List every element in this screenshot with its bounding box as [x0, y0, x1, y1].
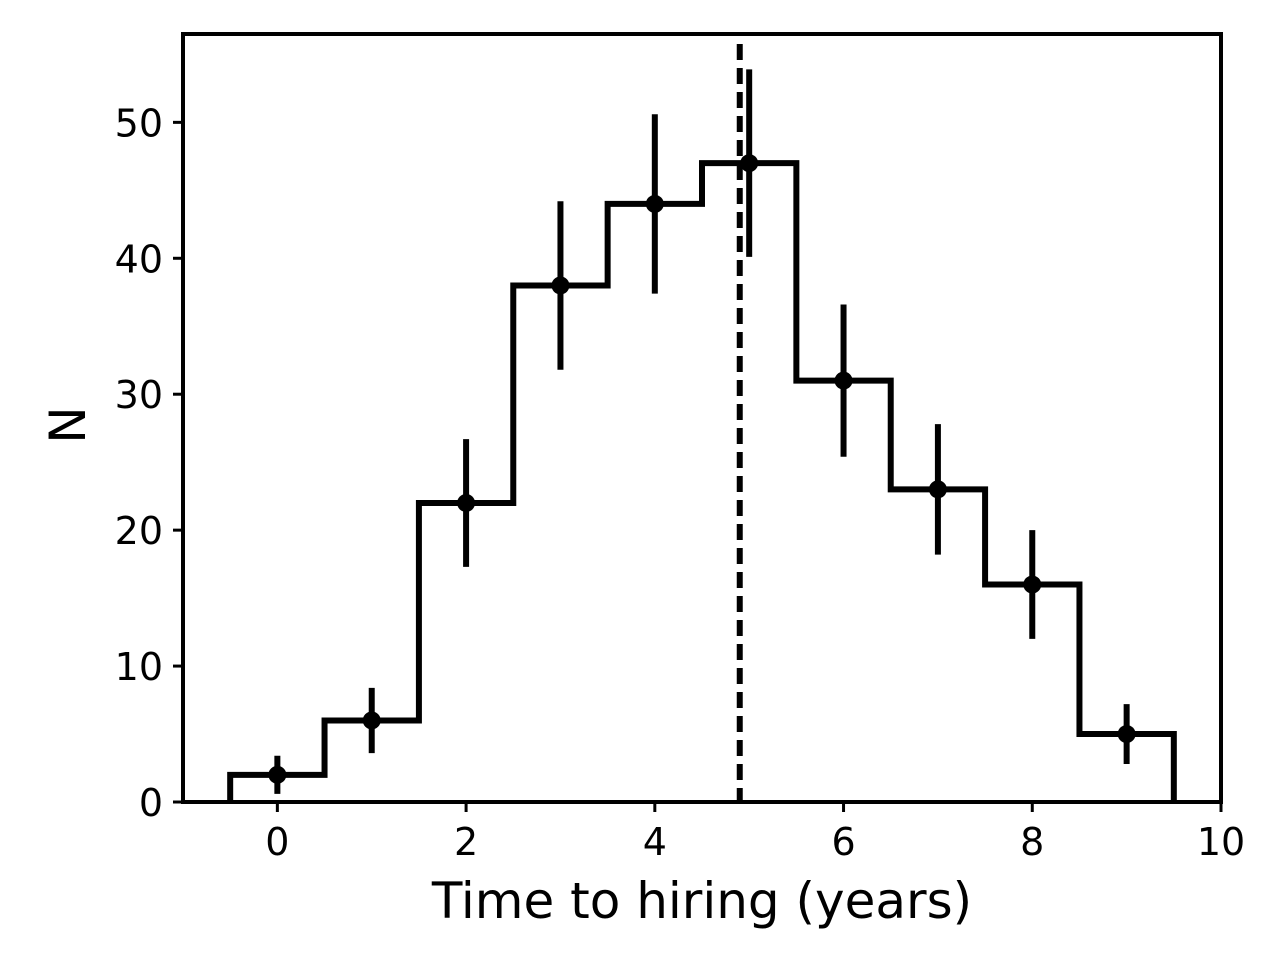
- data-point: [362, 711, 381, 730]
- x-tick-label: 2: [454, 820, 478, 864]
- data-point: [740, 154, 759, 173]
- y-tick-label: 0: [139, 781, 163, 825]
- data-point: [1023, 575, 1042, 594]
- x-tick-label: 0: [265, 820, 289, 864]
- y-tick-label: 40: [115, 237, 163, 281]
- y-axis-label: N: [39, 406, 97, 443]
- y-tick-label: 10: [115, 645, 163, 689]
- y-tick-label: 20: [115, 509, 163, 553]
- data-point: [457, 493, 476, 512]
- data-point: [1117, 725, 1136, 744]
- x-tick-label: 4: [643, 820, 667, 864]
- y-tick-label: 50: [115, 101, 163, 145]
- data-point: [268, 765, 287, 784]
- data-point: [834, 371, 853, 390]
- data-point: [551, 276, 570, 295]
- x-axis-label: Time to hiring (years): [431, 872, 972, 930]
- x-tick-label: 10: [1197, 820, 1245, 864]
- data-point: [645, 194, 664, 213]
- x-tick-label: 6: [831, 820, 855, 864]
- ticks: 0 2 4 6 8 10 0 10 20 30 40 50: [115, 101, 1246, 864]
- data-point: [928, 480, 947, 499]
- plot-area: [227, 44, 1177, 802]
- y-tick-label: 30: [115, 373, 163, 417]
- x-tick-label: 8: [1020, 820, 1044, 864]
- axes-frame: [181, 32, 1223, 804]
